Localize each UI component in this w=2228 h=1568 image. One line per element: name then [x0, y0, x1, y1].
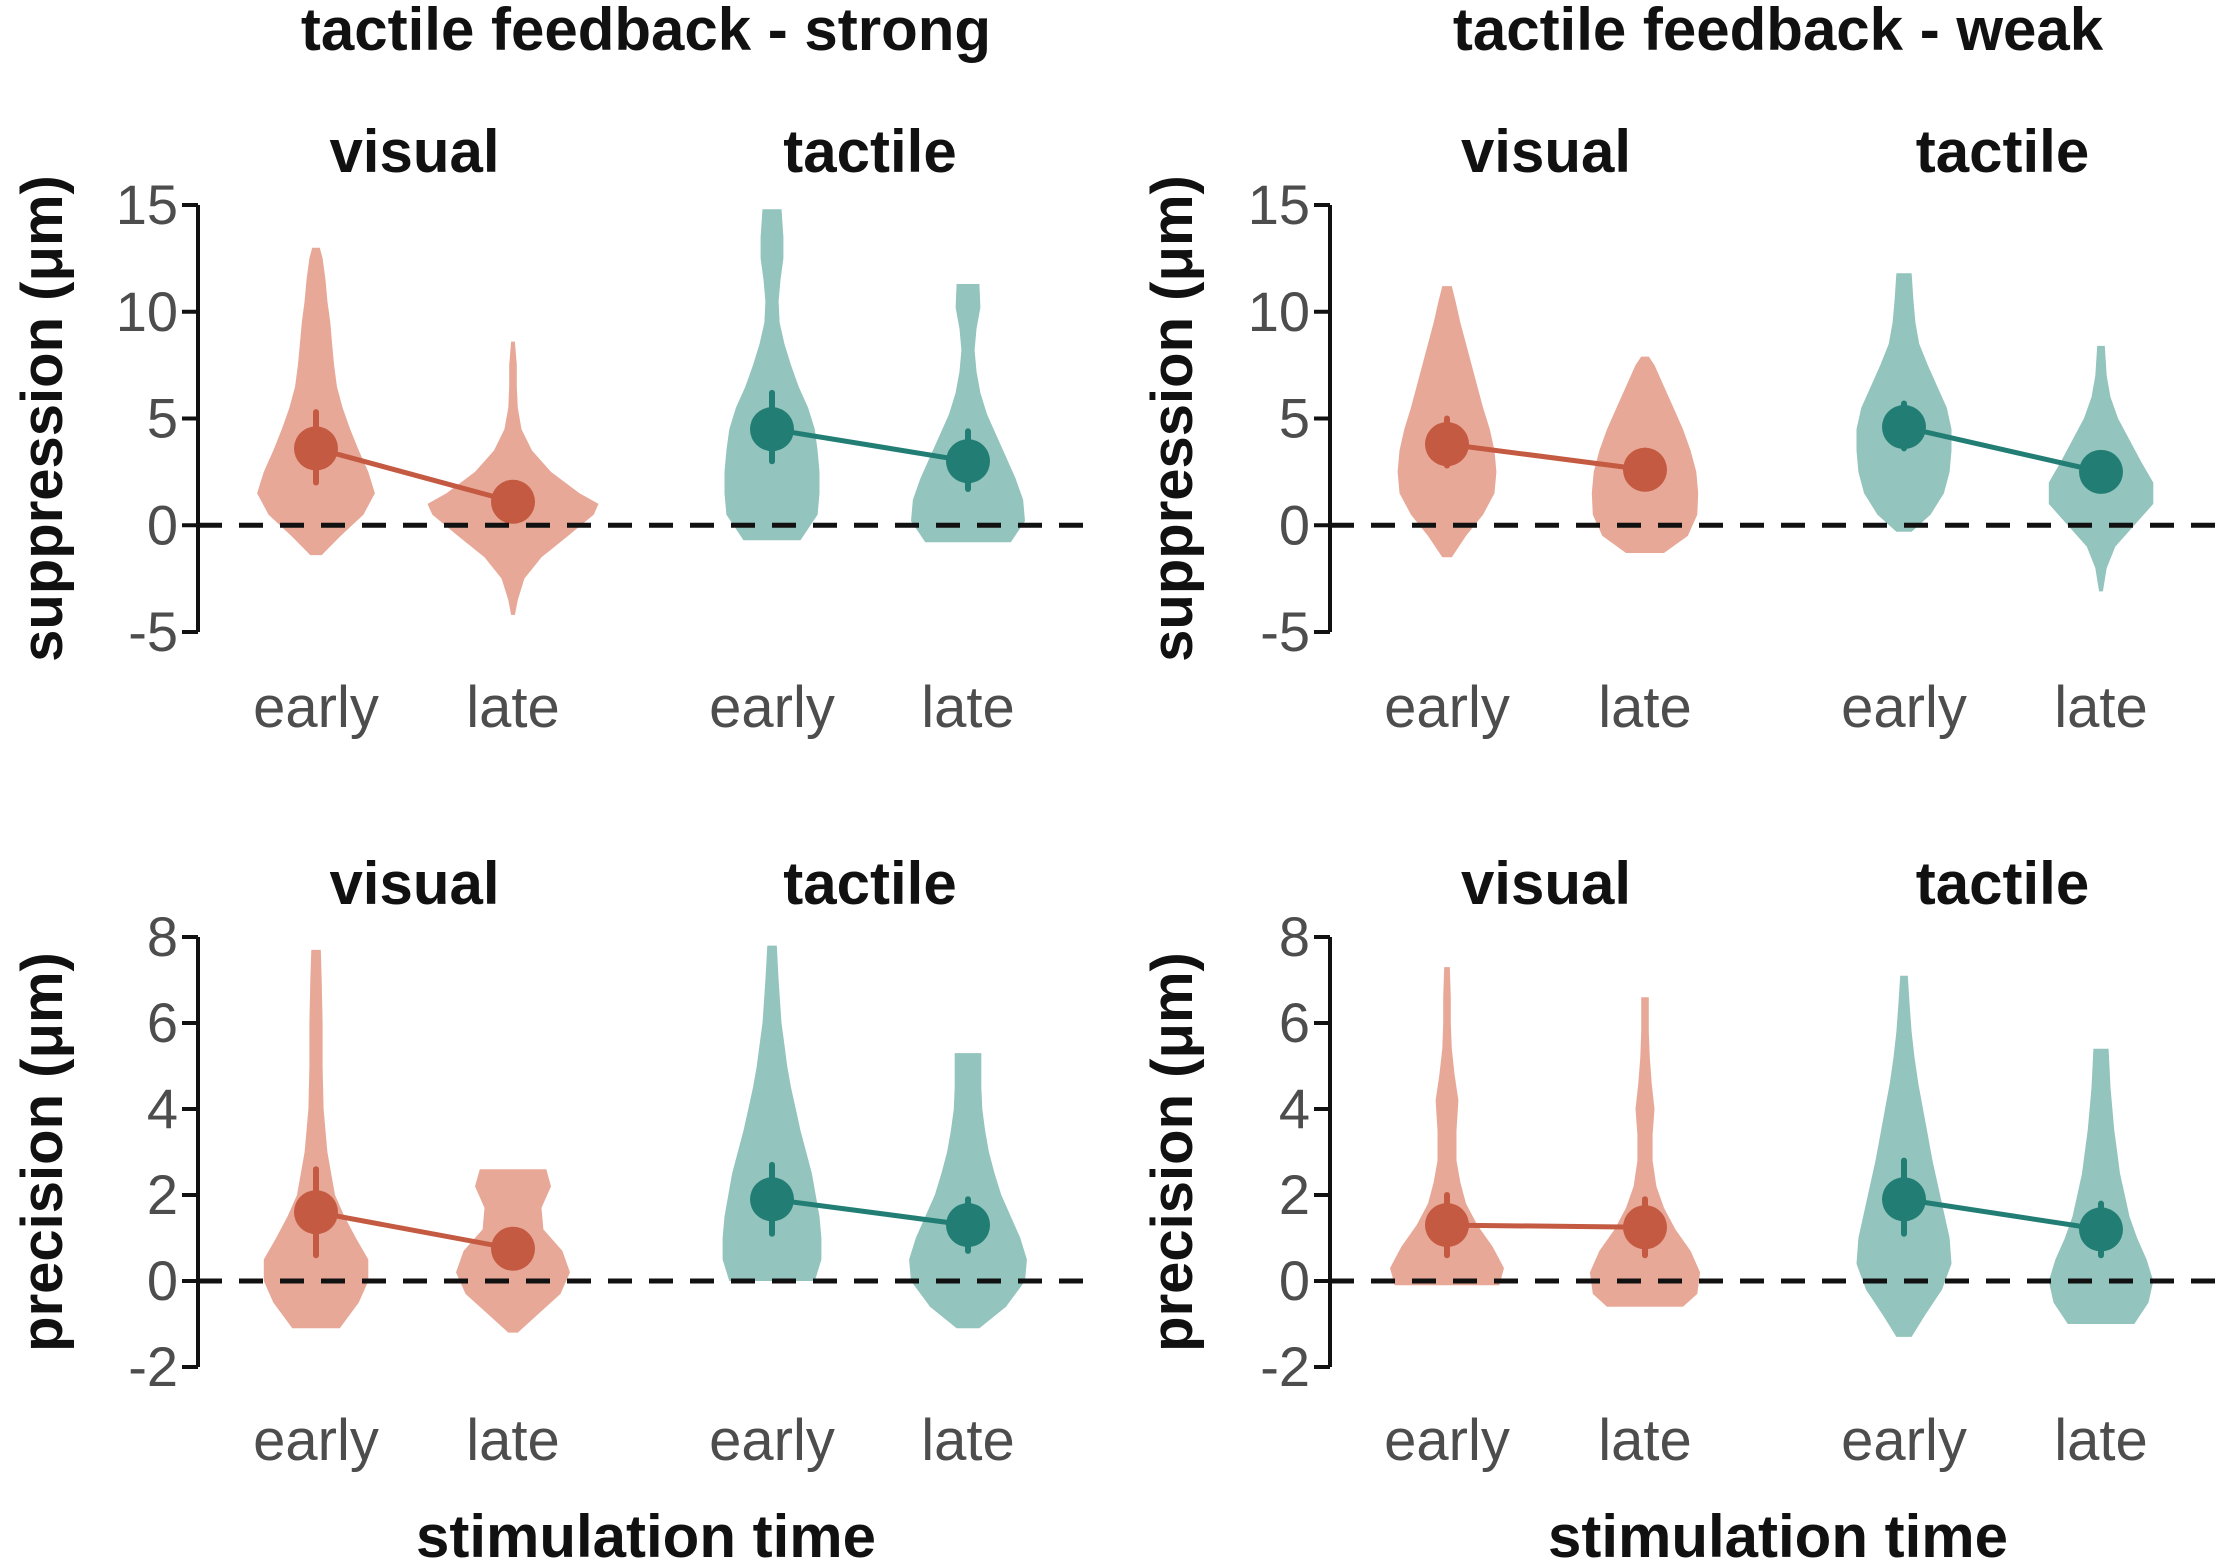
y-tick-label: 4: [1279, 1077, 1310, 1140]
violin-tactile-early: [724, 209, 820, 541]
violin-visual-late: [1589, 997, 1701, 1307]
y-tick-label: 5: [1279, 387, 1310, 450]
violin-visual-early: [257, 247, 375, 556]
mean-point-tactile-late: [2079, 449, 2123, 494]
mean-point-visual-early: [1425, 422, 1469, 467]
y-tick-label: -2: [128, 1335, 178, 1398]
violin-tactile-early: [1856, 975, 1952, 1337]
mean-point-tactile-late: [946, 1203, 990, 1248]
y-tick-label: 8: [1279, 905, 1310, 968]
y-axis-title: precision (μm): [1140, 952, 1205, 1352]
facet-label-tactile: tactile: [783, 850, 956, 917]
y-axis-title: suppression (μm): [1140, 175, 1205, 662]
mean-line-visual: [1446, 441, 1646, 473]
mean-line-visual: [1446, 1222, 1646, 1230]
mean-point-tactile-early: [750, 407, 794, 452]
mean-line-tactile: [1903, 424, 2102, 475]
violin-tactile-late: [909, 1053, 1027, 1329]
x-tick-label-early: early: [709, 675, 835, 740]
mean-point-tactile-early: [1882, 405, 1926, 450]
mean-line-tactile: [771, 1196, 969, 1228]
x-tick-label-early: early: [253, 675, 379, 740]
mean-line-tactile: [1903, 1196, 2102, 1232]
mean-point-visual-early: [294, 1190, 338, 1235]
y-tick-label: 6: [147, 991, 178, 1054]
mean-point-tactile-early: [750, 1177, 794, 1222]
y-tick-label: 2: [147, 1163, 178, 1226]
column-title-weak: tactile feedback - weak: [1453, 0, 2104, 63]
mean-point-tactile-early: [1882, 1177, 1926, 1222]
facet-label-visual: visual: [329, 118, 499, 185]
y-tick-label: 2: [1279, 1163, 1310, 1226]
x-tick-label-early: early: [1384, 675, 1510, 740]
mean-point-visual-late: [491, 479, 535, 524]
x-tick-label-late: late: [2054, 1408, 2148, 1473]
x-tick-label-early: early: [253, 1408, 379, 1473]
violin-visual-early: [1390, 967, 1504, 1286]
mean-point-visual-late: [1623, 1205, 1667, 1250]
x-tick-label-early: early: [1384, 1408, 1510, 1473]
mean-line-visual: [315, 445, 514, 505]
violin-tactile-early: [722, 945, 822, 1281]
facet-label-visual: visual: [329, 850, 499, 917]
y-tick-label: 8: [147, 905, 178, 968]
y-tick-label: 0: [147, 1249, 178, 1312]
y-tick-label: 4: [147, 1077, 178, 1140]
x-tick-label-late: late: [1598, 675, 1692, 740]
violin-visual-late: [427, 341, 599, 615]
y-tick-label: 6: [1279, 991, 1310, 1054]
x-tick-label-early: early: [1841, 1408, 1967, 1473]
mean-line-tactile: [771, 426, 969, 464]
x-tick-label-late: late: [466, 1408, 560, 1473]
mean-point-visual-early: [294, 426, 338, 471]
x-tick-label-late: late: [921, 675, 1015, 740]
y-axis-title: suppression (μm): [10, 175, 75, 662]
x-tick-label-late: late: [466, 675, 560, 740]
y-tick-label: -5: [1260, 600, 1310, 663]
violin-visual-early: [263, 949, 369, 1329]
y-tick-label: 0: [147, 493, 178, 556]
panel-3: visual early late tactile early late -2 0 2 4 6 8 pr…: [10, 850, 1100, 1473]
y-tick-label: 15: [116, 173, 178, 236]
x-axis-title-right: stimulation time: [1548, 1503, 2008, 1568]
mean-point-visual-late: [1623, 447, 1667, 492]
mean-line-visual: [315, 1209, 514, 1252]
facet-label-tactile: tactile: [1916, 850, 2089, 917]
y-tick-label: 15: [1248, 173, 1310, 236]
column-title-strong: tactile feedback - strong: [301, 0, 991, 63]
mean-point-tactile-late: [2079, 1207, 2123, 1252]
mean-point-visual-late: [491, 1226, 535, 1271]
facet-label-tactile: tactile: [1916, 118, 2089, 185]
violin-tactile-late: [2048, 1048, 2154, 1324]
x-axis-title-left: stimulation time: [416, 1503, 876, 1568]
x-tick-label-late: late: [921, 1408, 1015, 1473]
facet-label-tactile: tactile: [783, 118, 956, 185]
mean-point-visual-early: [1425, 1203, 1469, 1248]
facet-label-visual: visual: [1461, 850, 1631, 917]
y-tick-label: -2: [1260, 1335, 1310, 1398]
x-tick-label-late: late: [2054, 675, 2148, 740]
x-tick-label-early: early: [1841, 675, 1967, 740]
x-tick-label-early: early: [709, 1408, 835, 1473]
violin-tactile-late: [911, 284, 1025, 543]
y-tick-label: 0: [1279, 493, 1310, 556]
facet-label-visual: visual: [1461, 118, 1631, 185]
panel-4: visual early late tactile early late -2 0 2 4 6 8 pr…: [1140, 850, 2220, 1473]
y-tick-label: 10: [1248, 280, 1310, 343]
y-tick-label: 10: [116, 280, 178, 343]
y-tick-label: 5: [147, 387, 178, 450]
y-axis-title: precision (μm): [10, 952, 75, 1352]
mean-point-tactile-late: [946, 439, 990, 484]
y-tick-label: 0: [1279, 1249, 1310, 1312]
y-tick-label: -5: [128, 600, 178, 663]
panel-2: visual early late tactile early late -5 0 5 10 15 s…: [1140, 118, 2220, 740]
x-tick-label-late: late: [1598, 1408, 1692, 1473]
panel-1: visual early late tactile early late -5 0 5 10 15 s…: [10, 118, 1100, 740]
